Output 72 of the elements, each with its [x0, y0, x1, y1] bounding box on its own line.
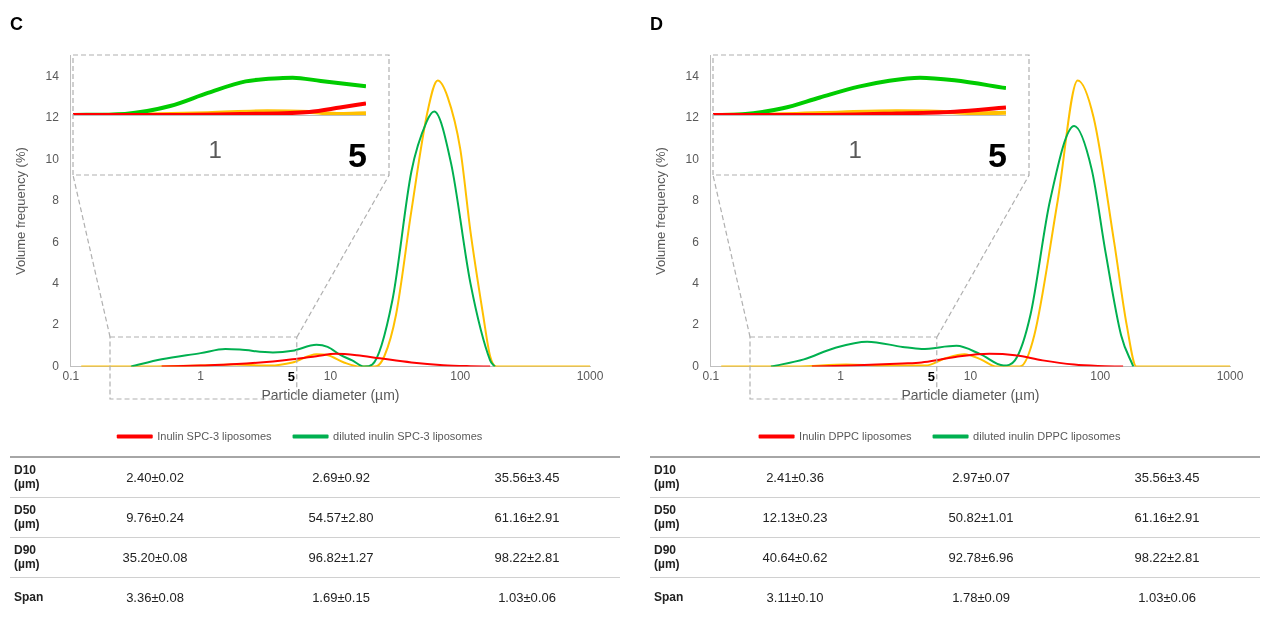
x-tick-label: 1: [197, 369, 205, 384]
text: 35.20±0.08: [121, 548, 189, 567]
x-tick-label: 100: [450, 369, 471, 384]
x-tick-label: 1000: [576, 369, 604, 384]
text: 54.57±2.80: [307, 508, 375, 527]
text: 2.40±0.02: [125, 468, 185, 487]
x-axis-title: Particle diameter (µm): [901, 387, 1040, 404]
x-tick-label: 1: [837, 369, 845, 384]
y-tick-label: 14: [45, 68, 60, 83]
legend-label: diluted inulin SPC-3 liposomes: [333, 429, 483, 442]
x-tick-label: 1000: [1216, 369, 1244, 384]
text: 98.22±2.81: [1133, 548, 1201, 567]
x-tick-label: 5: [287, 368, 296, 384]
chart-title: C: [10, 13, 23, 34]
text: 2.69±0.92: [311, 468, 371, 487]
y-tick-label: 4: [52, 275, 60, 290]
text: D10 (µm): [653, 462, 681, 494]
text: 1.78±0.09: [951, 588, 1011, 607]
text: 3.11±0.10: [765, 588, 825, 607]
text: 12.13±0.23: [761, 508, 829, 527]
y-tick-label: 4: [692, 275, 700, 290]
text: D90 (µm): [13, 542, 41, 573]
y-tick-label: 6: [692, 234, 700, 249]
text: 40.64±0.62: [761, 548, 829, 567]
y-tick-label: 0: [692, 358, 700, 373]
text: 9.76±0.24: [125, 508, 185, 527]
y-tick-label: 2: [692, 317, 700, 332]
text: Span: [13, 589, 45, 607]
y-tick-label: 14: [685, 68, 700, 83]
chart-title: D: [650, 13, 663, 34]
text: D50 (µm): [653, 502, 681, 533]
text: 2.97±0.07: [951, 468, 1011, 487]
x-tick-label: 1: [848, 135, 862, 163]
legend-label: Inulin SPC-3 liposomes: [157, 429, 273, 442]
legend-label: diluted inulin DPPC liposomes: [973, 429, 1121, 442]
text: 1.03±0.06: [1137, 588, 1197, 607]
x-tick-label: 10: [323, 369, 338, 384]
text: 96.82±1.27: [307, 548, 375, 567]
legend-label: Inulin DPPC liposomes: [799, 429, 913, 442]
x-tick-label: 10: [963, 369, 978, 384]
text: 35.56±3.45: [1133, 468, 1201, 487]
x-tick-label: 0.1: [62, 369, 80, 384]
text: D10 (µm): [13, 462, 41, 494]
text: 92.78±6.96: [947, 548, 1015, 567]
text: D50 (µm): [13, 502, 41, 533]
text: 61.16±2.91: [493, 508, 561, 527]
y-tick-label: 2: [52, 317, 60, 332]
x-tick-label: 5: [348, 135, 367, 174]
y-tick-label: 12: [685, 110, 700, 125]
y-tick-label: 12: [45, 110, 60, 125]
x-tick-label: 100: [1090, 369, 1111, 384]
x-tick-label: 5: [988, 135, 1007, 174]
text: 2.41±0.36: [765, 468, 825, 487]
x-axis-title: Particle diameter (µm): [261, 387, 400, 404]
text: 3.36±0.08: [125, 588, 185, 607]
text: 98.22±2.81: [493, 548, 561, 567]
text: D90 (µm): [653, 542, 681, 573]
text: Span: [653, 589, 685, 607]
y-tick-label: 8: [52, 193, 60, 208]
text: 1.03±0.06: [497, 588, 557, 607]
y-tick-label: 6: [52, 234, 60, 249]
y-axis-title: Volume frequency (%): [13, 147, 29, 276]
text: 50.82±1.01: [947, 508, 1015, 527]
x-tick-label: 1: [208, 135, 222, 163]
x-tick-label: 5: [927, 368, 936, 384]
y-axis-title: Volume frequency (%): [653, 147, 669, 276]
text: 61.16±2.91: [1133, 508, 1201, 527]
text: 35.56±3.45: [493, 468, 561, 487]
y-tick-label: 0: [52, 358, 60, 373]
text: 1.69±0.15: [311, 588, 371, 607]
x-tick-label: 0.1: [702, 369, 720, 384]
y-tick-label: 8: [692, 193, 700, 208]
